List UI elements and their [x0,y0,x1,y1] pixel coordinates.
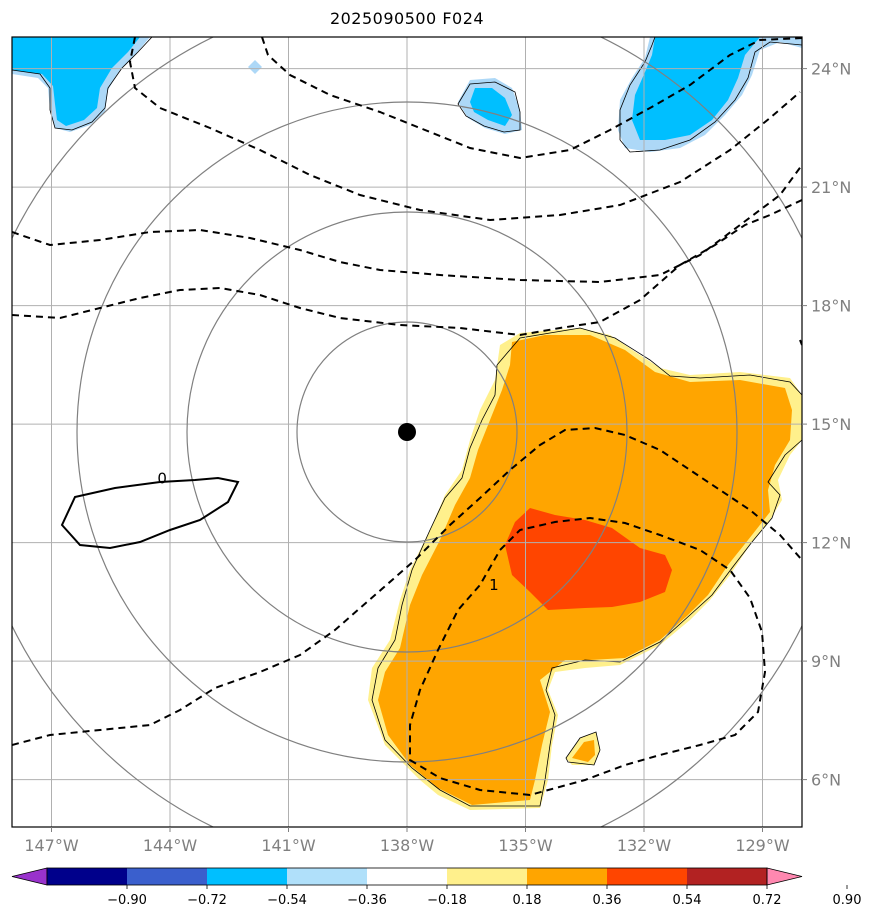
orange-island-core [572,740,595,762]
lon-tick-label: 147°W [24,836,79,855]
axis-ticks [51,68,807,832]
range-ring [296,321,518,543]
colorbar-extend-high [766,867,803,886]
zero-contour [60,476,240,550]
colorbar [11,867,848,889]
light-blue-diamond [248,60,262,74]
colorbar-tick-label: 0.36 [593,893,622,908]
lon-tick-label: 129°W [735,836,790,855]
positive-anomaly-fill [368,328,802,810]
dashed-contour-3 [12,164,802,284]
blue-fill-mid [470,88,512,126]
red-orange-fill [505,508,672,610]
lat-tick-label: 12°N [811,534,851,553]
colorbar-tick-label: 0.72 [753,893,782,908]
colorbar-labels: −0.90 −0.72 −0.54 −0.36 −0.18 0.18 0.36 0.54 0.7… [107,893,861,908]
colorbar-tick-label: −0.72 [187,893,227,908]
contour-label: 1 [489,576,499,594]
dashed-contour-1 [261,37,802,160]
contour-labels: 01 [157,469,498,594]
dashed-contour-5 [12,426,802,746]
colorbar-tick-label: 0.90 [833,893,862,908]
colorbar-segment [447,868,527,885]
blue-fill-tl [12,37,140,126]
contour-label: 0 [157,469,167,487]
lat-tick-label: 15°N [811,415,851,434]
dashed-contour-6 [409,516,767,797]
longitude-labels: 147°W 144°W 141°W 138°W 135°W 132°W 129°W [24,836,790,855]
colorbar-tick-label: 0.18 [513,893,542,908]
lat-tick-label: 24°N [811,60,851,79]
map-title: 2025090500 F024 [329,9,485,28]
lon-tick-label: 141°W [261,836,316,855]
colorbar-tick-label: 0.54 [673,893,702,908]
range-rings [12,37,802,827]
lon-tick-label: 138°W [380,836,435,855]
colorbar-tick-label: −0.18 [427,893,467,908]
colorbar-tick-label: −0.54 [267,893,307,908]
range-ring [76,101,738,763]
colorbar-tick-label: −0.36 [347,893,387,908]
lon-tick-label: 132°W [617,836,672,855]
colorbar-frame [46,867,768,886]
lat-tick-label: 9°N [811,652,841,671]
colorbar-segment [127,868,207,885]
storm-center-marker [398,423,416,441]
dashed-contour-4 [12,199,802,337]
lon-tick-label: 135°W [498,836,553,855]
blue-fill-tr [632,37,760,140]
lat-tick-label: 21°N [811,178,851,197]
range-ring [186,211,628,653]
colorbar-segment [47,868,127,885]
dashed-contours [12,37,802,797]
lat-tick-label: 18°N [811,297,851,316]
colorbar-tick-label: −0.90 [107,893,147,908]
lat-tick-label: 6°N [811,771,841,790]
latitude-labels: 6°N 9°N 12°N 15°N 18°N 21°N 24°N [811,60,851,790]
graticule [12,37,802,827]
lon-tick-label: 144°W [143,836,198,855]
colorbar-segment [607,868,687,885]
colorbar-segment [287,868,367,885]
negative-anomaly-fill [12,37,802,152]
colorbar-segment [687,868,767,885]
colorbar-segment [207,868,287,885]
colorbar-segment [367,868,447,885]
colorbar-segment [527,868,607,885]
colorbar-extend-low [11,867,48,886]
